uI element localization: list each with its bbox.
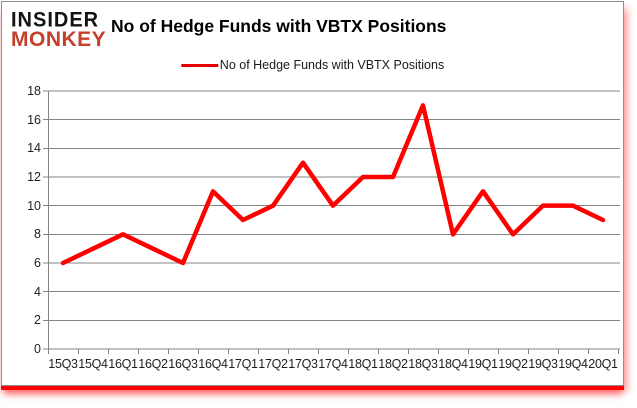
x-tick-label: 16Q4	[198, 357, 228, 371]
chart-title: No of Hedge Funds with VBTX Positions	[111, 16, 447, 36]
chart-card: INSIDER MONKEY No of Hedge Funds with VB…	[1, 1, 624, 386]
y-tick-label: 4	[34, 284, 41, 299]
y-tick-label: 18	[27, 84, 41, 98]
x-tick-label: 17Q1	[228, 357, 258, 371]
y-tick-label: 14	[27, 141, 41, 156]
insider-monkey-logo: INSIDER MONKEY	[11, 9, 106, 50]
line-chart-plot	[43, 90, 620, 354]
x-tick-label: 18Q3	[408, 357, 438, 371]
legend-label: No of Hedge Funds with VBTX Positions	[219, 58, 445, 72]
y-tick-label: 6	[34, 256, 41, 270]
x-tick-label: 18Q1	[348, 357, 378, 371]
x-tick-label: 16Q1	[108, 357, 138, 371]
x-tick-label: 15Q4	[78, 357, 108, 371]
x-tick-label: 19Q2	[498, 357, 528, 371]
x-tick-label: 18Q2	[378, 357, 408, 371]
legend-line-swatch	[180, 63, 218, 67]
x-tick-label: 17Q2	[258, 357, 288, 371]
legend: No of Hedge Funds with VBTX Positions	[180, 58, 445, 72]
y-tick-label: 0	[34, 342, 41, 356]
x-tick-label: 16Q2	[138, 357, 168, 371]
x-tick-label: 17Q4	[318, 357, 348, 371]
y-tick-label: 12	[27, 170, 41, 184]
x-tick-label: 18Q4	[438, 357, 468, 371]
y-tick-label: 8	[34, 227, 41, 242]
x-tick-label: 19Q1	[468, 357, 498, 371]
x-tick-label: 19Q4	[558, 357, 588, 371]
y-tick-label: 2	[34, 313, 41, 328]
x-tick-label: 15Q3	[48, 357, 78, 371]
y-tick-label: 16	[27, 112, 41, 127]
x-tick-label: 16Q3	[168, 357, 198, 371]
x-tick-label: 20Q1	[588, 357, 618, 371]
logo-text-monkey: MONKEY	[11, 28, 107, 51]
x-tick-label: 17Q3	[288, 357, 318, 371]
logo-text-insider: INSIDER	[11, 7, 100, 32]
y-tick-label: 10	[27, 198, 41, 213]
x-tick-label: 19Q3	[528, 357, 558, 371]
